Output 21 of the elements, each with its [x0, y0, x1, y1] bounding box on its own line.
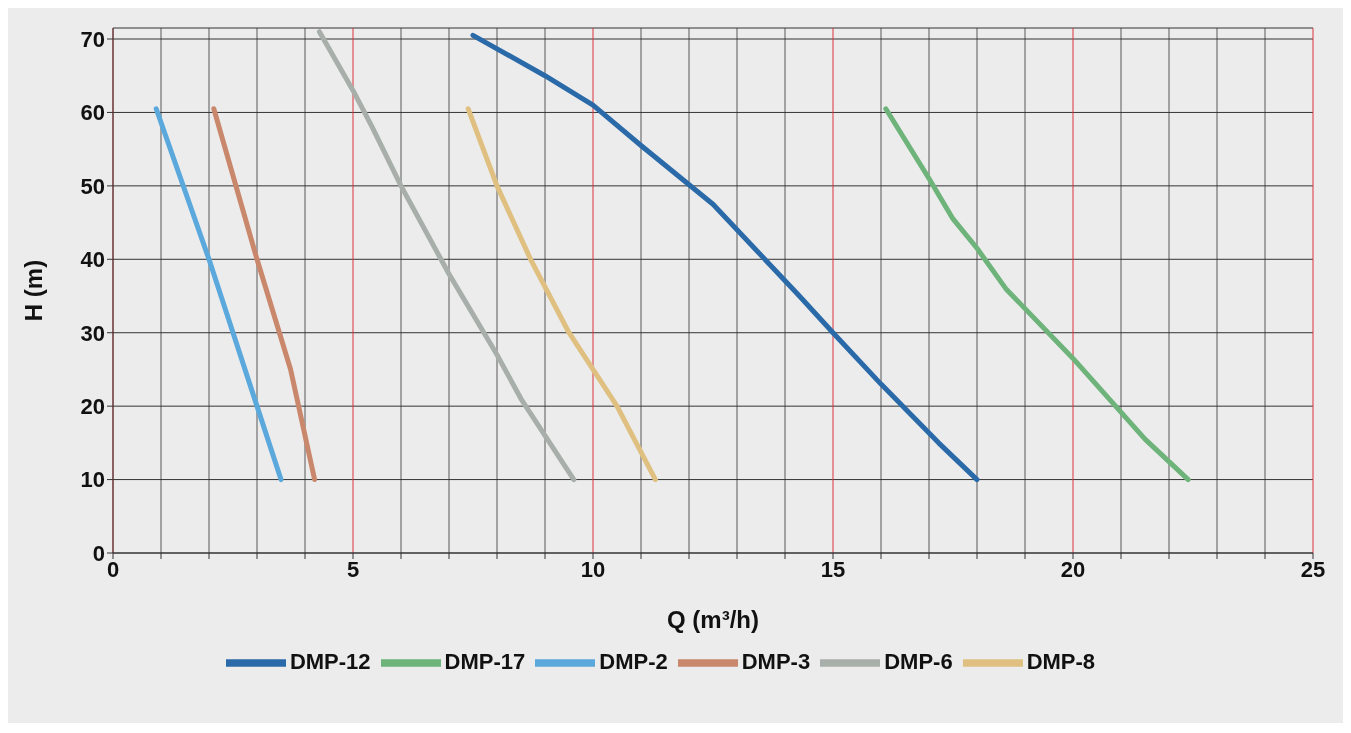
legend-label: DMP-17: [444, 648, 526, 674]
legend-label: DMP-2: [599, 648, 668, 674]
y-tick-label: 40: [80, 247, 105, 273]
x-tick-label: 10: [580, 556, 606, 582]
x-tick-label: 25: [1300, 556, 1326, 582]
x-axis-title: Q (m³/h): [667, 606, 759, 633]
y-tick-label: 20: [80, 393, 105, 419]
legend-label: DMP-3: [741, 648, 811, 674]
y-tick-label: 50: [80, 173, 105, 199]
x-tick-label: 20: [1060, 556, 1086, 582]
legend-label: DMP-8: [1026, 648, 1096, 674]
legend-label: DMP-6: [884, 648, 953, 674]
x-tick-label: 15: [820, 556, 846, 582]
y-tick-label: 0: [92, 540, 105, 566]
y-tick-label: 10: [80, 467, 105, 493]
y-tick-label: 70: [80, 26, 105, 52]
legend-label: DMP-12: [289, 648, 371, 674]
x-tick-label: 5: [346, 556, 360, 582]
y-tick-label: 30: [80, 320, 105, 346]
y-axis-title: H (m): [19, 259, 47, 322]
y-tick-label: 60: [80, 100, 105, 126]
